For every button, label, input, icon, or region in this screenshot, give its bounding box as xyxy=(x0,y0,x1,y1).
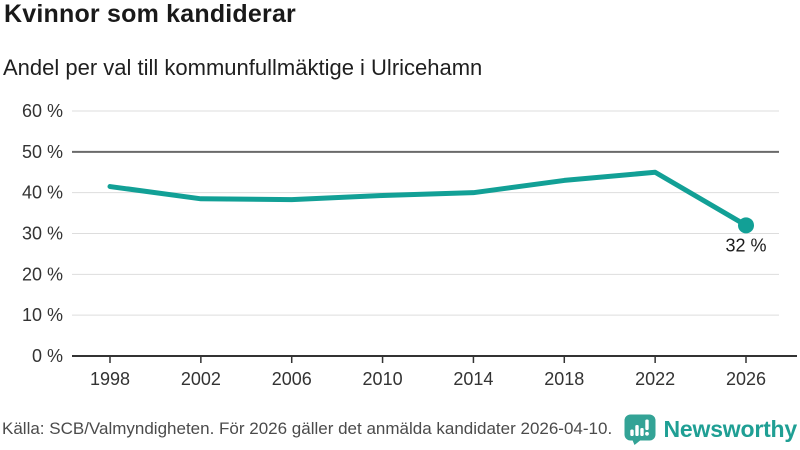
x-tick-label: 2006 xyxy=(272,369,312,389)
y-tick-label: 0 % xyxy=(32,346,63,366)
y-tick-label: 30 % xyxy=(22,224,63,244)
x-tick-label: 1998 xyxy=(90,369,130,389)
x-tick-label: 2014 xyxy=(453,369,493,389)
y-tick-label: 20 % xyxy=(22,264,63,284)
newsworthy-brand[interactable]: Newsworthy xyxy=(623,414,797,445)
y-tick-label: 10 % xyxy=(22,305,63,325)
y-tick-label: 40 % xyxy=(22,183,63,203)
x-tick-label: 2022 xyxy=(635,369,675,389)
footer: Källa: SCB/Valmyndigheten. För 2026 gäll… xyxy=(2,411,797,447)
newsworthy-logo-icon xyxy=(624,414,656,445)
x-tick-label: 2002 xyxy=(181,369,221,389)
x-tick-label: 2026 xyxy=(726,369,766,389)
data-line xyxy=(107,169,749,228)
y-tick-label: 50 % xyxy=(22,142,63,162)
chart-subtitle: Andel per val till kommunfullmäktige i U… xyxy=(3,55,483,80)
x-tick-label: 2018 xyxy=(544,369,584,389)
page-title: Kvinnor som kandiderar xyxy=(4,0,296,28)
end-point-label: 32 % xyxy=(725,235,766,255)
end-point-dot xyxy=(738,217,754,234)
newsworthy-wordmark: Newsworthy xyxy=(663,415,798,442)
line-chart: 0 % 10 % 20 % 30 % 40 % 50 % 60 % 1998 2002 2006 2… xyxy=(22,101,797,389)
source-note: Källa: SCB/Valmyndigheten. För 2026 gäll… xyxy=(2,419,613,438)
y-tick-label: 60 % xyxy=(22,101,63,121)
x-tick-label: 2010 xyxy=(363,369,403,389)
